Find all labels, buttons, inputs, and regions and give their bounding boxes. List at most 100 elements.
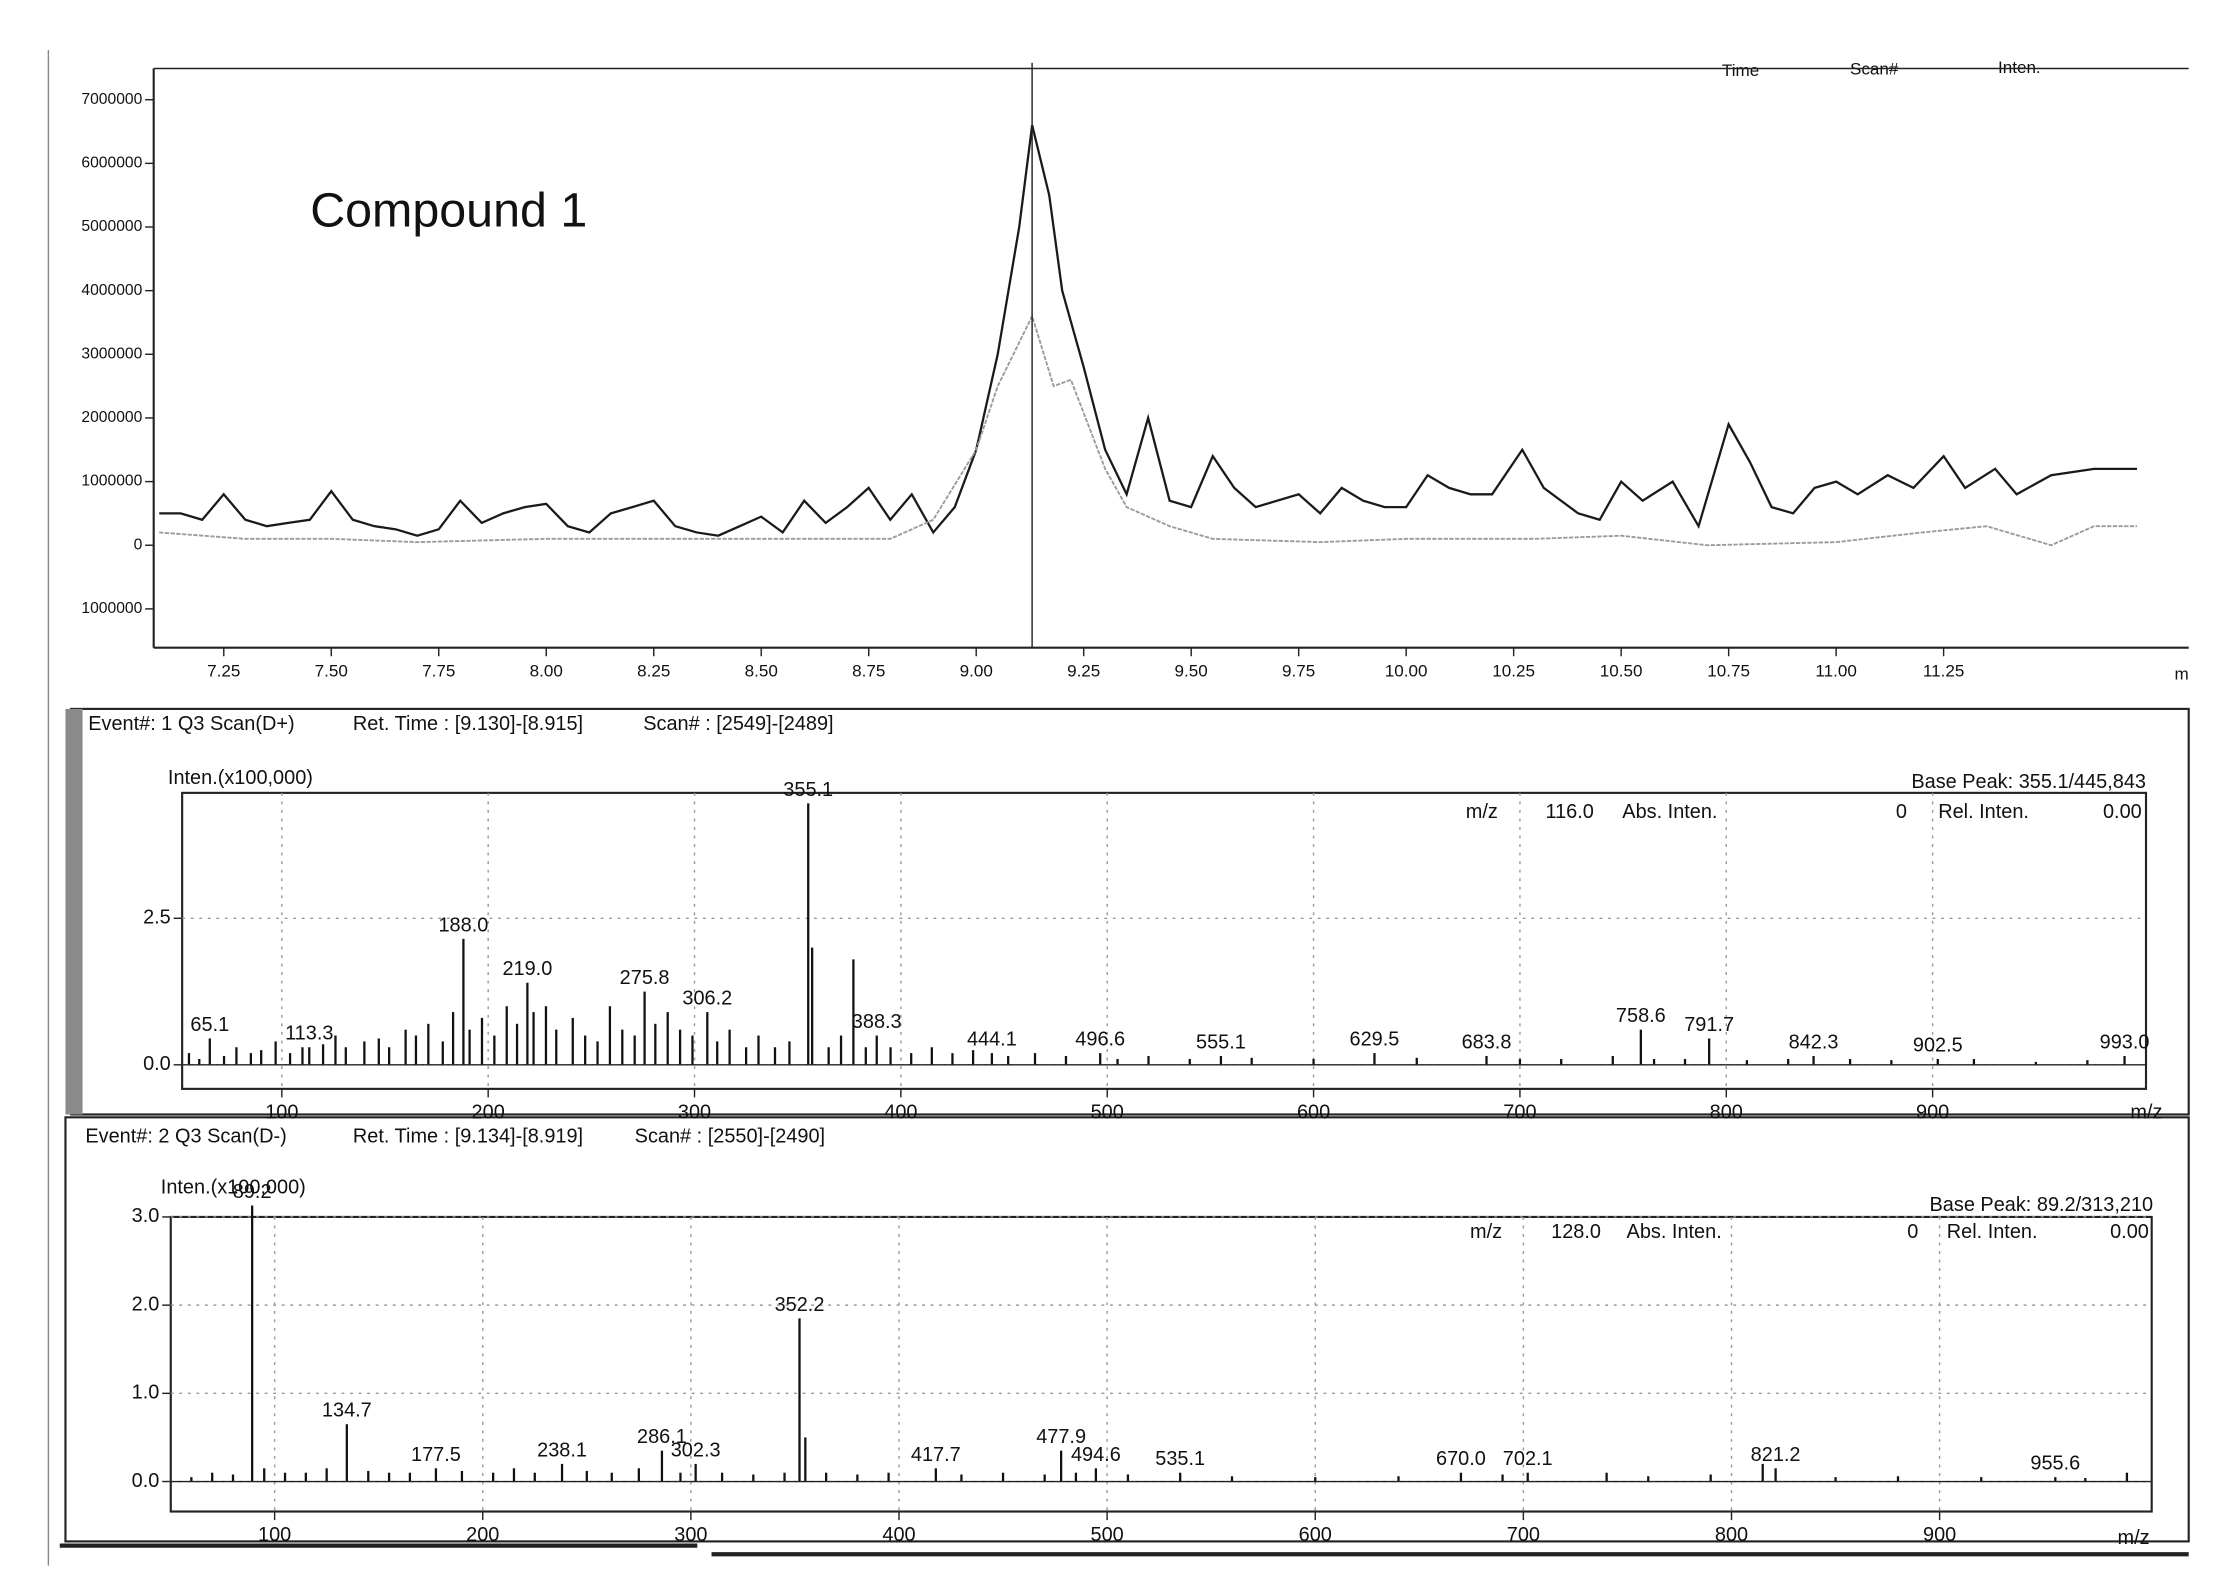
x-tick-label: 8.50 bbox=[745, 661, 778, 680]
peak-label: 355.1 bbox=[783, 779, 833, 801]
peak-label: 535.1 bbox=[1155, 1448, 1205, 1470]
peak-label: 302.3 bbox=[671, 1439, 721, 1461]
x-tick-label: 9.50 bbox=[1175, 661, 1208, 680]
y-tick-label: 5000000 bbox=[81, 218, 142, 235]
x-tick-label: 400 bbox=[884, 1101, 917, 1123]
y-axis-label: Inten.(x100,000) bbox=[161, 1177, 306, 1199]
scan: Scan# : [2550]-[2490] bbox=[635, 1126, 825, 1148]
y-tick-label: 2000000 bbox=[81, 409, 142, 426]
x-tick-label: 8.25 bbox=[637, 661, 670, 680]
peak-label: 902.5 bbox=[1913, 1034, 1963, 1056]
cursor-info: 128.0 bbox=[1551, 1221, 1601, 1243]
cursor-info: 0.00 bbox=[2103, 801, 2142, 823]
peak-label: 555.1 bbox=[1196, 1031, 1246, 1053]
y-tick-label: 2.0 bbox=[132, 1293, 160, 1315]
x-axis-label: m/z bbox=[2118, 1527, 2150, 1549]
x-tick-label: 200 bbox=[472, 1101, 505, 1123]
x-tick-label: 9.75 bbox=[1282, 661, 1315, 680]
x-tick-label: 500 bbox=[1091, 1524, 1124, 1546]
x-tick-label: 200 bbox=[466, 1524, 499, 1546]
x-tick-label: 800 bbox=[1710, 1101, 1743, 1123]
line-series bbox=[159, 313, 2138, 547]
x-axis-label: m bbox=[2174, 664, 2188, 683]
peak-label: 670.0 bbox=[1436, 1448, 1486, 1470]
x-tick-label: 800 bbox=[1715, 1524, 1748, 1546]
peak-label: 629.5 bbox=[1350, 1029, 1400, 1051]
peak-label: 113.3 bbox=[285, 1023, 333, 1045]
y-tick-label: 0 bbox=[134, 536, 143, 553]
peak-label: 494.6 bbox=[1071, 1444, 1121, 1466]
peak-label: 177.5 bbox=[411, 1444, 461, 1466]
cursor-info: m/z bbox=[1470, 1221, 1502, 1243]
peak-label: 821.2 bbox=[1751, 1444, 1801, 1466]
peak-label: 89.2 bbox=[233, 1181, 272, 1203]
peak-label: 388.3 bbox=[852, 1011, 902, 1033]
x-tick-label: 8.00 bbox=[530, 661, 563, 680]
scan-strip bbox=[65, 708, 83, 1115]
plot-frame bbox=[181, 791, 2148, 1090]
column-header: Time bbox=[1722, 61, 1759, 80]
peak-label: 286.1 bbox=[637, 1426, 687, 1448]
line-series bbox=[159, 124, 2138, 537]
peak-label: 417.7 bbox=[911, 1444, 961, 1466]
peak-label: 702.1 bbox=[1503, 1448, 1553, 1470]
peak-label: 65.1 bbox=[190, 1014, 229, 1036]
cursor-info: Rel. Inten. bbox=[1938, 801, 2029, 823]
peak-label: 683.8 bbox=[1462, 1031, 1512, 1053]
x-tick-label: 500 bbox=[1091, 1101, 1124, 1123]
cursor-info: 0.00 bbox=[2110, 1221, 2149, 1243]
y-tick-label: 4000000 bbox=[81, 282, 142, 299]
cursor-info: Abs. Inten. bbox=[1622, 801, 1717, 823]
x-tick-label: 7.50 bbox=[315, 661, 348, 680]
x-tick-label: 7.75 bbox=[422, 661, 455, 680]
y-tick-label: 3000000 bbox=[81, 345, 142, 362]
cursor-info: 116.0 bbox=[1546, 801, 1594, 823]
peak-label: 188.0 bbox=[438, 914, 488, 936]
x-tick-label: 600 bbox=[1299, 1524, 1332, 1546]
x-tick-label: 8.75 bbox=[852, 661, 885, 680]
x-tick-label: 900 bbox=[1923, 1524, 1956, 1546]
y-tick-label: 7000000 bbox=[81, 91, 142, 108]
peak-label: 758.6 bbox=[1616, 1005, 1666, 1027]
peak-label: 496.6 bbox=[1075, 1029, 1125, 1051]
cursor-info: Abs. Inten. bbox=[1627, 1221, 1722, 1243]
peak-label: 134.7 bbox=[322, 1400, 372, 1422]
base-peak: Base Peak: 355.1/445,843 bbox=[1911, 771, 2146, 793]
cursor-info: m/z bbox=[1466, 801, 1498, 823]
x-tick-label: 10.25 bbox=[1492, 661, 1535, 680]
peak-label: 275.8 bbox=[620, 967, 670, 989]
x-tick-label: 100 bbox=[265, 1101, 298, 1123]
y-tick-label: 1.0 bbox=[132, 1382, 160, 1404]
x-tick-label: 11.00 bbox=[1815, 661, 1856, 680]
x-tick-label: 11.25 bbox=[1923, 661, 1964, 680]
cursor-info: 0 bbox=[1907, 1221, 1918, 1243]
x-tick-label: 700 bbox=[1507, 1524, 1540, 1546]
x-tick-label: 300 bbox=[678, 1101, 711, 1123]
peak-label: 352.2 bbox=[775, 1294, 825, 1316]
peak-label: 955.6 bbox=[2030, 1453, 2080, 1475]
scan: Scan# : [2549]-[2489] bbox=[643, 713, 833, 735]
x-tick-label: 9.00 bbox=[960, 661, 993, 680]
peak-label: 791.7 bbox=[1684, 1014, 1734, 1036]
peak-label: 842.3 bbox=[1789, 1031, 1839, 1053]
x-tick-label: 300 bbox=[674, 1524, 707, 1546]
x-tick-label: 400 bbox=[882, 1524, 915, 1546]
x-tick-label: 600 bbox=[1297, 1101, 1330, 1123]
y-tick-label: 2.5 bbox=[143, 907, 171, 929]
ret-time: Ret. Time : [9.134]-[8.919] bbox=[353, 1126, 583, 1148]
ret-time: Ret. Time : [9.130]-[8.915] bbox=[353, 713, 583, 735]
y-axis-label: Inten.(x100,000) bbox=[168, 767, 313, 789]
y-tick-label: 1000000 bbox=[81, 473, 142, 490]
x-tick-label: 700 bbox=[1503, 1101, 1536, 1123]
peak-label: 993.0 bbox=[2100, 1031, 2150, 1053]
x-tick-label: 7.25 bbox=[207, 661, 240, 680]
event: Event#: 2 Q3 Scan(D-) bbox=[85, 1126, 286, 1148]
plot-frame bbox=[169, 1215, 2153, 1513]
peak-label: 238.1 bbox=[537, 1439, 587, 1461]
panel-frame bbox=[64, 1116, 2190, 1543]
x-tick-label: 900 bbox=[1916, 1101, 1949, 1123]
y-tick-label: 3.0 bbox=[132, 1205, 160, 1227]
x-axis-label: m/z bbox=[2130, 1101, 2162, 1123]
y-tick-label: 1000000 bbox=[81, 600, 142, 617]
peak-label: 477.9 bbox=[1036, 1426, 1086, 1448]
